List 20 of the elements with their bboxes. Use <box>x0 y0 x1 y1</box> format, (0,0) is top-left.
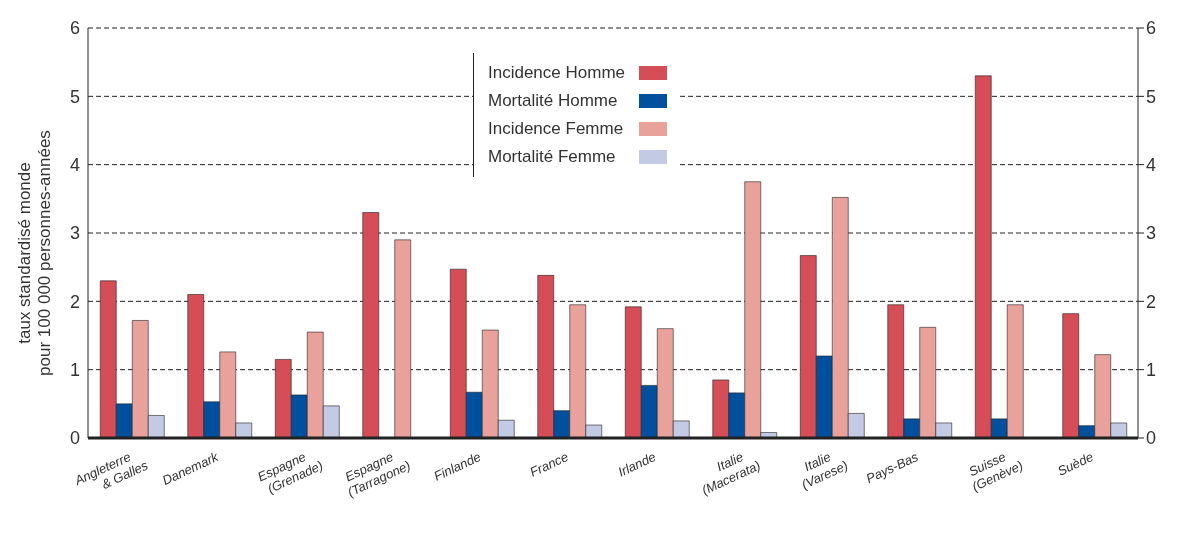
y-tick-label: 4 <box>69 155 80 176</box>
y-tick-label: 3 <box>69 223 80 244</box>
y2-tick-label: 1 <box>1146 360 1157 381</box>
y2-tick-label: 0 <box>1146 428 1157 449</box>
y2-tick-label: 6 <box>1146 18 1157 39</box>
y-tick-label: 1 <box>69 360 80 381</box>
legend-label: Mortalité Femme <box>488 147 616 167</box>
y2-tick-label: 3 <box>1146 223 1157 244</box>
y-tick-label: 0 <box>69 428 80 449</box>
y2-tick-label: 4 <box>1146 155 1157 176</box>
y2-tick-label: 5 <box>1146 86 1157 107</box>
legend-label: Mortalité Homme <box>488 91 618 111</box>
legend-label: Incidence Femme <box>488 119 624 139</box>
y-axis-title: taux standardisé monde pour 100 000 personnes-années <box>15 130 55 376</box>
y-tick-label: 6 <box>69 18 80 39</box>
y-tick-label: 5 <box>69 86 80 107</box>
y-tick-label: 2 <box>69 291 80 312</box>
legend-label: Incidence Homme <box>488 63 626 83</box>
y2-tick-label: 2 <box>1146 291 1157 312</box>
x-tick-label: Suède <box>1055 449 1096 479</box>
